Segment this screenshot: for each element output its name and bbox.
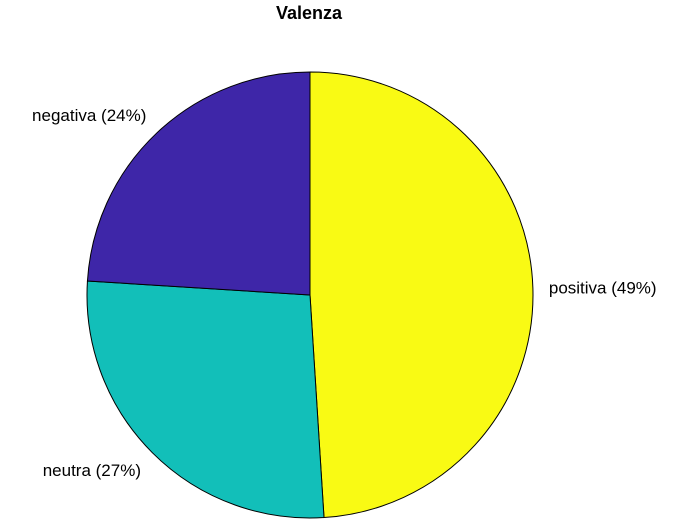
pie-labels: positiva (49%) neutra (27%) negativa (24%) — [32, 106, 657, 480]
pie-slice-2 — [86, 71, 311, 296]
pie-slice-label-2: negativa (24%) — [32, 106, 146, 125]
pie-slice-1 — [86, 280, 325, 519]
pie-slice-label-0: positiva (49%) — [549, 278, 657, 297]
pie-slice-0 — [309, 71, 534, 519]
pie-slices — [86, 71, 534, 519]
pie-slice-label-1: neutra (27%) — [43, 461, 141, 480]
chart-title: Valenza — [276, 3, 343, 23]
